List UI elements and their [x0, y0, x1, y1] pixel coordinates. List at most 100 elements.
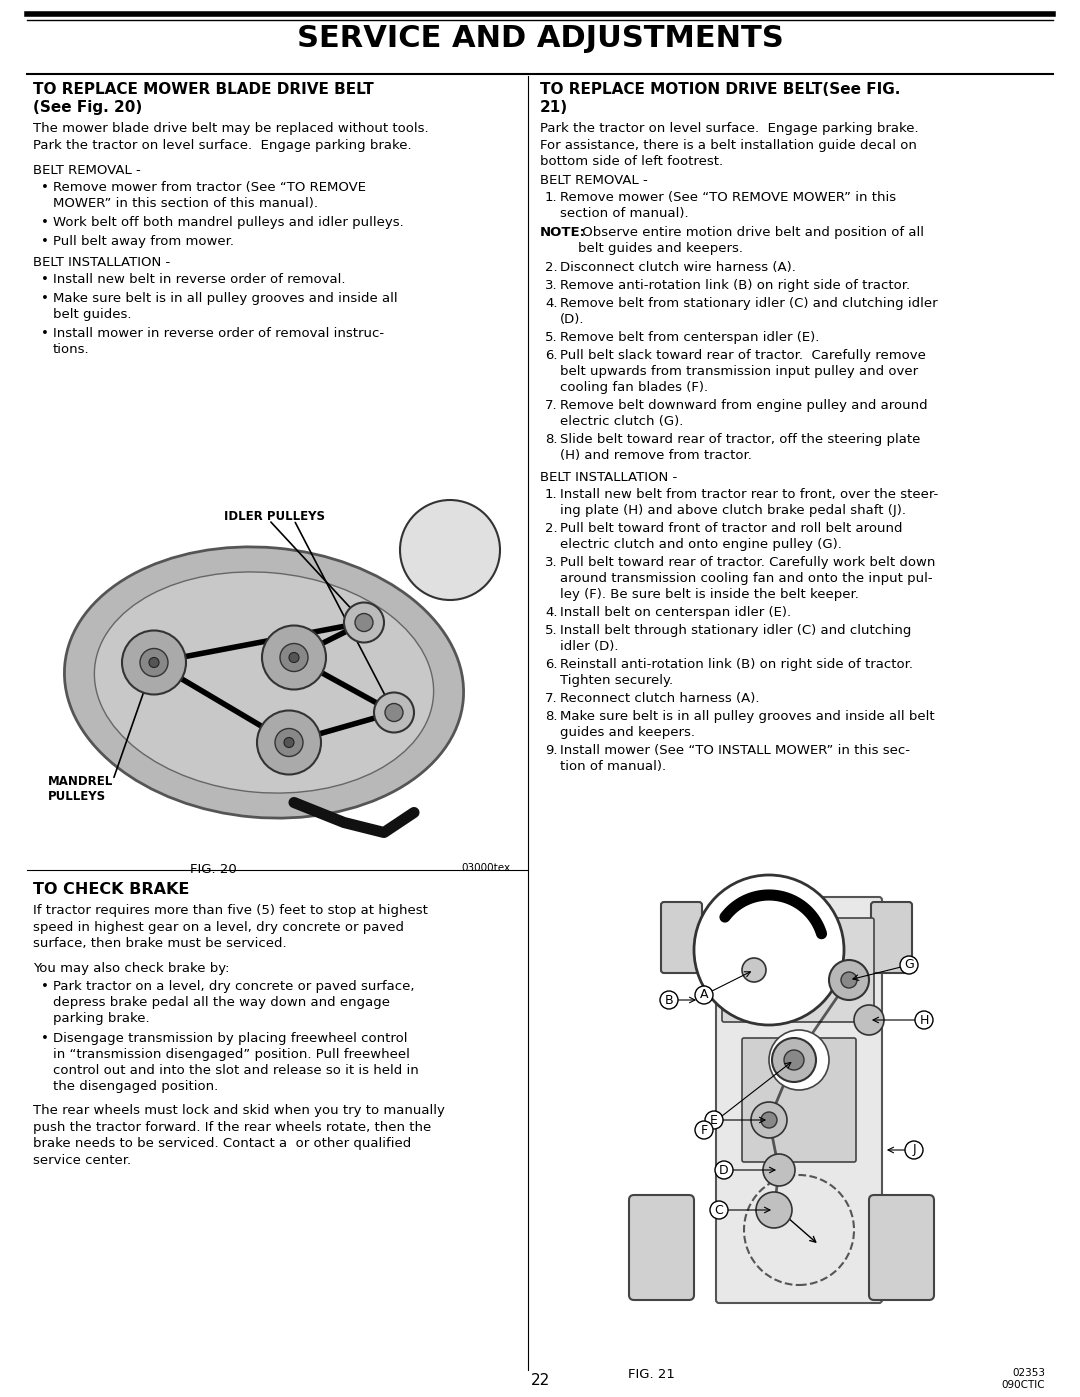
Text: •: •	[41, 292, 49, 305]
Circle shape	[355, 613, 373, 631]
Text: •: •	[41, 272, 49, 286]
Circle shape	[854, 1004, 885, 1035]
Text: IDLER PULLEYS: IDLER PULLEYS	[224, 510, 325, 522]
Text: TO REPLACE MOTION DRIVE BELT(See FIG.: TO REPLACE MOTION DRIVE BELT(See FIG.	[540, 82, 901, 96]
Text: Make sure belt is in all pulley grooves and inside all belt
guides and keepers.: Make sure belt is in all pulley grooves …	[561, 710, 934, 739]
Text: Make sure belt is in all pulley grooves and inside all
belt guides.: Make sure belt is in all pulley grooves …	[53, 292, 397, 321]
Text: SERVICE AND ADJUSTMENTS: SERVICE AND ADJUSTMENTS	[297, 24, 783, 53]
Text: Work belt off both mandrel pulleys and idler pulleys.: Work belt off both mandrel pulleys and i…	[53, 217, 404, 229]
Text: 8.: 8.	[545, 710, 557, 724]
FancyBboxPatch shape	[723, 918, 874, 1023]
Text: 5.: 5.	[545, 624, 557, 637]
Text: 6.: 6.	[545, 349, 557, 362]
Text: •: •	[41, 217, 49, 229]
Text: Remove belt from stationary idler (C) and clutching idler
(D).: Remove belt from stationary idler (C) an…	[561, 298, 937, 326]
Circle shape	[829, 960, 869, 1000]
Text: Remove mower from tractor (See “TO REMOVE
MOWER” in this section of this manual): Remove mower from tractor (See “TO REMOV…	[53, 182, 366, 210]
Text: 3.: 3.	[545, 556, 557, 569]
Text: H: H	[919, 1013, 929, 1027]
Text: Park tractor on a level, dry concrete or paved surface,
depress brake pedal all : Park tractor on a level, dry concrete or…	[53, 981, 415, 1025]
FancyBboxPatch shape	[716, 897, 882, 1303]
Text: Disconnect clutch wire harness (A).: Disconnect clutch wire harness (A).	[561, 261, 796, 274]
Ellipse shape	[65, 546, 463, 819]
Text: BELT INSTALLATION -: BELT INSTALLATION -	[33, 256, 171, 270]
Text: 21): 21)	[540, 101, 568, 115]
Text: •: •	[41, 235, 49, 249]
Text: (See Fig. 20): (See Fig. 20)	[33, 101, 143, 115]
Text: The mower blade drive belt may be replaced without tools.
Park the tractor on le: The mower blade drive belt may be replac…	[33, 122, 429, 151]
Text: TO CHECK BRAKE: TO CHECK BRAKE	[33, 882, 189, 897]
FancyBboxPatch shape	[548, 870, 1050, 1361]
Text: •: •	[41, 1032, 49, 1045]
Circle shape	[275, 728, 303, 757]
Text: •: •	[41, 182, 49, 194]
Circle shape	[400, 500, 500, 599]
Text: Pull belt toward front of tractor and roll belt around
electric clutch and onto : Pull belt toward front of tractor and ro…	[561, 522, 903, 550]
Text: F: F	[701, 1123, 707, 1137]
Circle shape	[841, 972, 858, 988]
Text: 6.: 6.	[545, 658, 557, 671]
Text: 02353
090CTIC: 02353 090CTIC	[1001, 1368, 1045, 1390]
Circle shape	[762, 1154, 795, 1186]
Circle shape	[694, 875, 843, 1025]
Text: 1.: 1.	[545, 191, 557, 204]
Text: Remove anti-rotation link (B) on right side of tractor.: Remove anti-rotation link (B) on right s…	[561, 279, 910, 292]
Text: 5.: 5.	[545, 331, 557, 344]
Circle shape	[384, 704, 403, 721]
Circle shape	[122, 630, 186, 694]
Circle shape	[374, 693, 414, 732]
Circle shape	[345, 602, 384, 643]
Text: Install belt through stationary idler (C) and clutching
idler (D).: Install belt through stationary idler (C…	[561, 624, 912, 652]
Text: C: C	[715, 1203, 724, 1217]
Text: 03000tex: 03000tex	[461, 863, 510, 873]
Text: Install mower in reverse order of removal instruc-
tions.: Install mower in reverse order of remova…	[53, 327, 384, 356]
FancyBboxPatch shape	[629, 1194, 694, 1301]
Text: 8.: 8.	[545, 433, 557, 446]
Text: G: G	[904, 958, 914, 971]
FancyBboxPatch shape	[870, 902, 912, 972]
Circle shape	[289, 652, 299, 662]
Circle shape	[280, 644, 308, 672]
Text: If tractor requires more than five (5) feet to stop at highest
speed in highest : If tractor requires more than five (5) f…	[33, 904, 428, 950]
Text: Pull belt toward rear of tractor. Carefully work belt down
around transmission c: Pull belt toward rear of tractor. Carefu…	[561, 556, 935, 601]
Text: Install new belt in reverse order of removal.: Install new belt in reverse order of rem…	[53, 272, 346, 286]
Circle shape	[756, 1192, 792, 1228]
Text: TO REPLACE MOWER BLADE DRIVE BELT: TO REPLACE MOWER BLADE DRIVE BELT	[33, 82, 374, 96]
Circle shape	[262, 626, 326, 690]
Circle shape	[784, 1051, 804, 1070]
Text: The rear wheels must lock and skid when you try to manually
push the tractor for: The rear wheels must lock and skid when …	[33, 1104, 445, 1166]
Text: 4.: 4.	[545, 606, 557, 619]
Circle shape	[761, 1112, 777, 1127]
Circle shape	[140, 648, 168, 676]
Text: 2.: 2.	[545, 522, 557, 535]
Circle shape	[742, 958, 766, 982]
Text: Remove belt from centerspan idler (E).: Remove belt from centerspan idler (E).	[561, 331, 820, 344]
Text: 7.: 7.	[545, 692, 557, 705]
FancyBboxPatch shape	[661, 902, 702, 972]
Text: Remove mower (See “TO REMOVE MOWER” in this
section of manual).: Remove mower (See “TO REMOVE MOWER” in t…	[561, 191, 896, 219]
Text: D: D	[719, 1164, 729, 1176]
Text: BELT REMOVAL -: BELT REMOVAL -	[33, 163, 140, 177]
Text: E: E	[710, 1113, 718, 1126]
Circle shape	[149, 658, 159, 668]
Text: A: A	[700, 989, 708, 1002]
Circle shape	[284, 738, 294, 747]
Text: Reinstall anti-rotation link (B) on right side of tractor.
Tighten securely.: Reinstall anti-rotation link (B) on righ…	[561, 658, 913, 687]
Text: 2.: 2.	[545, 261, 557, 274]
Text: Install mower (See “TO INSTALL MOWER” in this sec-
tion of manual).: Install mower (See “TO INSTALL MOWER” in…	[561, 745, 910, 773]
Text: FIG. 20: FIG. 20	[190, 863, 237, 876]
Text: 9.: 9.	[545, 745, 557, 757]
Text: Park the tractor on level surface.  Engage parking brake.
For assistance, there : Park the tractor on level surface. Engag…	[540, 122, 919, 168]
Text: BELT REMOVAL -: BELT REMOVAL -	[540, 175, 648, 187]
Text: Slide belt toward rear of tractor, off the steering plate
(H) and remove from tr: Slide belt toward rear of tractor, off t…	[561, 433, 920, 462]
Text: Remove belt downward from engine pulley and around
electric clutch (G).: Remove belt downward from engine pulley …	[561, 400, 928, 427]
Circle shape	[751, 1102, 787, 1139]
Circle shape	[257, 711, 321, 774]
Text: •: •	[41, 981, 49, 993]
Text: NOTE:: NOTE:	[540, 226, 586, 239]
Text: 22: 22	[530, 1373, 550, 1389]
Text: Install new belt from tractor rear to front, over the steer-
ing plate (H) and a: Install new belt from tractor rear to fr…	[561, 488, 939, 517]
Text: 1.: 1.	[545, 488, 557, 502]
Text: You may also check brake by:: You may also check brake by:	[33, 963, 229, 975]
Text: B: B	[664, 993, 673, 1006]
